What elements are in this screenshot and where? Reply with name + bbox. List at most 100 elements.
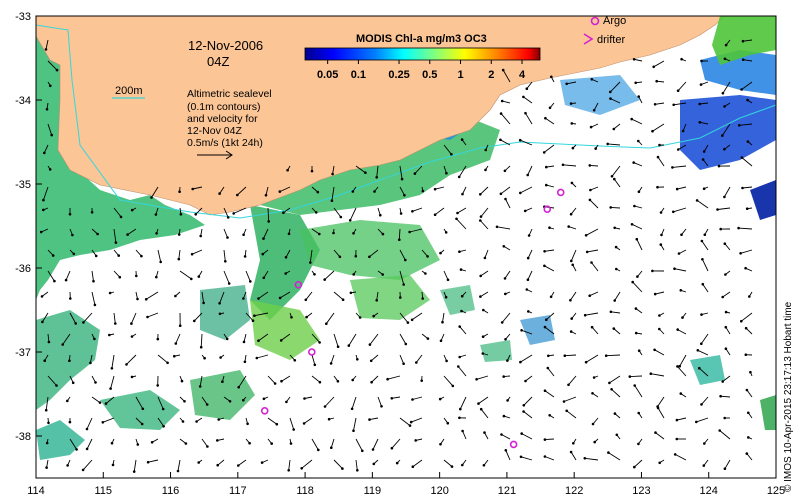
velocity-arrow-head [500,321,504,324]
velocity-arrow [412,207,423,212]
velocity-arrow [608,452,621,461]
velocity-arrow-head [544,116,547,120]
velocity-arrow-head [351,378,355,382]
velocity-arrow [480,270,489,277]
velocity-arrow-head [458,355,462,359]
velocity-arrow-head [740,156,744,159]
velocity-arrow [157,396,164,410]
velocity-arrow-head [218,192,221,195]
velocity-arrow [476,375,489,380]
velocity-arrow [303,417,313,424]
velocity-arrow-head [85,427,89,431]
velocity-arrow-head [723,57,727,61]
velocity-arrow [505,198,511,209]
velocity-arrow [324,270,335,280]
velocity-arrow-head [739,252,742,255]
velocity-arrow-head [747,436,750,439]
lat-tick-label: -36 [15,263,31,275]
velocity-arrow-head [653,103,657,106]
velocity-arrow-head [426,337,430,340]
velocity-arrow [399,312,409,323]
velocity-arrow-head [181,420,185,423]
velocity-arrow-head [545,165,548,169]
note-line-4: 12-Nov 04Z [187,125,242,137]
lon-tick-label: 118 [296,485,314,497]
velocity-arrow-head [635,237,639,241]
velocity-arrow-head [501,68,505,72]
velocity-arrow-head [218,302,221,305]
velocity-arrow-head [162,425,165,428]
velocity-arrow [177,459,181,472]
velocity-arrow [83,312,93,323]
velocity-arrow [309,249,313,263]
velocity-arrow-head [114,241,118,244]
velocity-arrow-head [179,213,183,216]
velocity-arrow-head [525,288,529,291]
velocity-arrow-head [671,166,674,169]
velocity-arrow-head [446,421,450,425]
velocity-arrow [673,102,687,106]
velocity-arrow [333,459,343,469]
lon-tick-label: 123 [632,485,650,497]
velocity-arrow [700,333,709,344]
velocity-arrow [523,96,533,104]
drifter-legend-marker [583,33,594,45]
velocity-arrow-head [653,348,656,352]
velocity-arrow-head [177,257,181,261]
colorbar-tick-label: 4 [519,69,526,81]
velocity-arrow-head [184,442,188,445]
velocity-arrow-head [500,99,504,103]
velocity-arrow-head [47,340,51,344]
velocity-arrow-head [243,255,247,258]
velocity-arrow-head [631,280,634,284]
velocity-arrow-head [130,208,134,212]
velocity-arrow-head [318,380,322,384]
velocity-arrow-head [110,367,114,370]
velocity-arrow-head [236,193,239,197]
velocity-arrow-head [652,65,655,69]
lat-tick-label: -35 [15,179,31,191]
velocity-arrow-head [278,296,282,300]
velocity-arrow-head [628,375,632,378]
velocity-arrow [333,291,344,301]
velocity-arrow-head [356,469,359,472]
velocity-arrow [219,291,225,304]
velocity-arrow-head [414,439,418,442]
velocity-arrow-head [409,420,413,424]
velocity-arrow-head [700,59,703,63]
velocity-arrow [544,265,555,272]
velocity-arrow-head [634,81,637,85]
velocity-arrow-head [270,442,274,445]
velocity-arrow-head [724,310,728,314]
velocity-arrow-head [481,335,485,339]
velocity-arrow [442,312,445,323]
velocity-arrow-head [695,199,699,202]
velocity-arrow [311,354,316,365]
velocity-arrow-head [460,309,463,313]
velocity-arrow-head [89,361,92,365]
velocity-arrow [280,333,291,341]
velocity-arrow [192,186,203,190]
velocity-arrow [370,354,379,362]
velocity-arrow-head [159,260,162,264]
velocity-arrow [201,291,205,303]
velocity-arrow-head [613,177,616,181]
velocity-arrow-head [724,273,727,276]
velocity-arrow [739,123,753,126]
velocity-arrow-head [583,313,587,317]
velocity-arrow [543,144,555,153]
velocity-arrow-head [329,362,333,365]
velocity-arrow-head [475,378,478,381]
velocity-arrow [563,396,577,402]
velocity-arrow-head [327,417,331,421]
velocity-arrow [634,385,643,398]
velocity-arrow [62,333,71,345]
velocity-arrow-head [314,211,318,214]
velocity-arrow [633,459,643,468]
velocity-arrow-head [90,211,94,214]
velocity-arrow-head [634,307,638,310]
velocity-arrow-head [352,273,356,276]
velocity-arrow-head [114,322,117,325]
velocity-arrow-head [399,212,403,215]
velocity-arrow-head [262,276,266,280]
